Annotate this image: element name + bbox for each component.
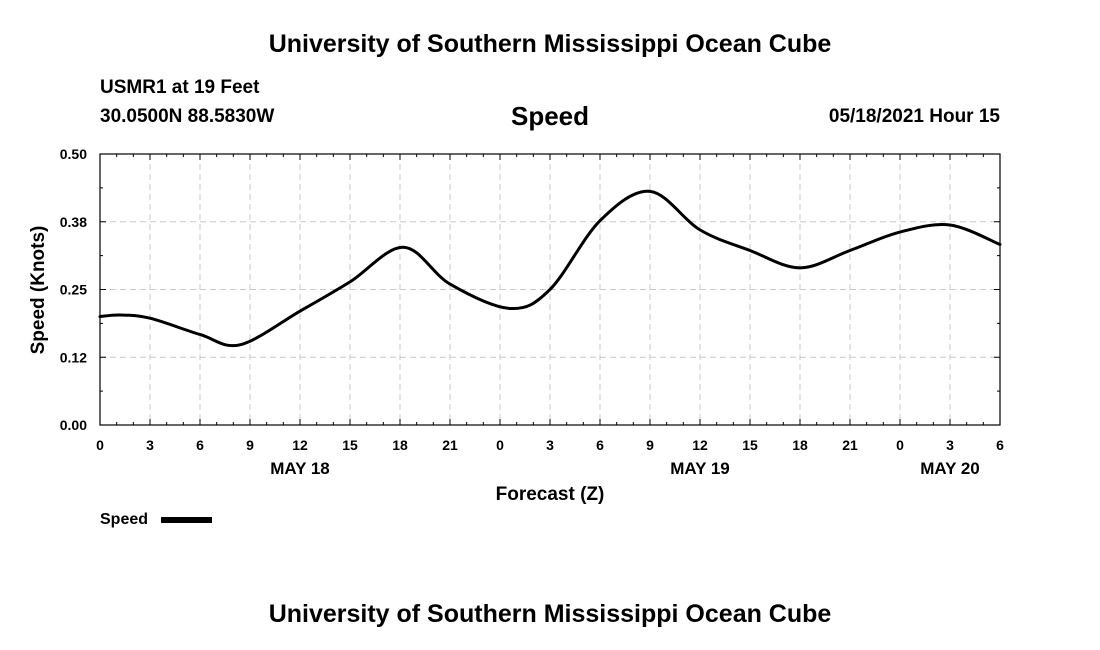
x-tick-label: 3 <box>946 437 954 453</box>
chart-title: Speed <box>510 101 590 131</box>
y-tick-label: 0.12 <box>60 349 87 365</box>
x-tick-label: 15 <box>342 437 358 453</box>
issued-time-label: 05/18/2021 Hour 15 <box>828 106 1000 127</box>
x-tick-label: 18 <box>392 437 408 453</box>
y-axis-label: Speed (Knots) <box>28 226 49 355</box>
x-tick-label: 12 <box>692 437 708 453</box>
x-tick-label: 3 <box>146 437 154 453</box>
x-tick-label: 9 <box>246 437 254 453</box>
x-tick-label: 18 <box>792 437 808 453</box>
x-tick-label: 6 <box>596 437 604 453</box>
grid-lines <box>100 154 1000 425</box>
date-label: MAY 18 <box>270 459 330 478</box>
y-tick-labels: 0.00 0.12 0.25 0.38 0.50 <box>60 146 87 433</box>
x-tick-label: 0 <box>96 437 104 453</box>
station-label: USMR1 at 19 Feet <box>100 77 260 98</box>
legend-label: Speed <box>100 511 148 528</box>
x-tick-label: 21 <box>842 437 858 453</box>
y-tick-label: 0.38 <box>60 214 87 230</box>
x-tick-label: 15 <box>742 437 758 453</box>
x-tick-labels: 0 3 6 9 12 15 18 21 0 3 6 9 12 15 18 21 0 3 6 <box>96 437 1004 453</box>
legend: Speed <box>100 511 212 528</box>
x-axis-label: Forecast (Z) <box>496 484 605 505</box>
date-labels: MAY 18 MAY 19 MAY 20 <box>270 459 980 478</box>
x-tick-label: 0 <box>896 437 904 453</box>
footer-title: University of Southern Mississippi Ocean… <box>268 600 832 628</box>
x-tick-label: 3 <box>546 437 554 453</box>
date-label: MAY 19 <box>670 459 730 478</box>
x-tick-label: 9 <box>646 437 654 453</box>
series-lines <box>98 189 1002 348</box>
y-tick-label: 0.50 <box>60 146 87 162</box>
header-title: University of Southern Mississippi Ocean… <box>268 30 832 58</box>
x-tick-label: 6 <box>196 437 204 453</box>
plot-frame <box>99 153 1001 426</box>
y-tick-label: 0.25 <box>60 282 87 298</box>
date-label: MAY 20 <box>920 459 980 478</box>
x-tick-label: 21 <box>442 437 458 453</box>
series-line-speed <box>98 189 1002 348</box>
y-tick-label: 0.00 <box>60 417 87 433</box>
x-tick-label: 0 <box>496 437 504 453</box>
coordinates-label: 30.0500N 88.5830W <box>100 106 275 127</box>
x-tick-label: 6 <box>996 437 1004 453</box>
x-tick-label: 12 <box>292 437 308 453</box>
